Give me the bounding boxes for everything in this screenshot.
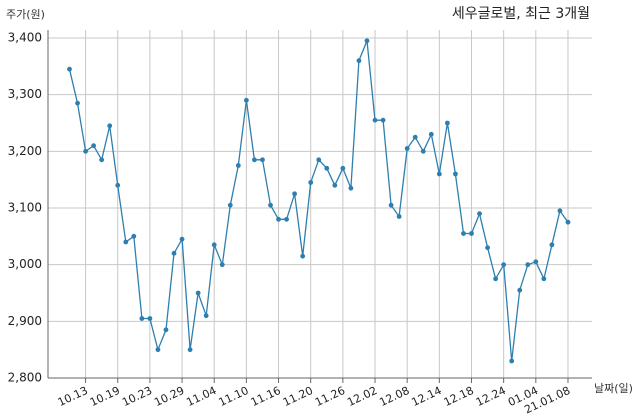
- data-point: [501, 262, 507, 268]
- data-point: [356, 58, 362, 64]
- chart-title: 세우글로벌, 최근 3개월: [452, 6, 590, 22]
- data-point: [332, 182, 338, 188]
- data-point: [268, 202, 273, 208]
- data-point: [227, 202, 233, 208]
- y-tick-label: 3,000: [8, 257, 42, 271]
- y-tick-label: 2,800: [8, 371, 42, 385]
- x-tick-label: 12.14: [410, 384, 444, 409]
- data-point: [388, 202, 394, 208]
- data-point: [565, 219, 571, 225]
- data-point: [372, 117, 378, 123]
- data-point: [67, 66, 72, 72]
- data-point: [493, 276, 499, 282]
- data-point: [107, 123, 113, 129]
- data-point: [509, 358, 515, 364]
- x-tick-label: 11.26: [313, 384, 347, 409]
- x-tick-label: 10.19: [88, 384, 122, 409]
- x-tick-label: 10.23: [120, 384, 154, 409]
- data-point: [404, 146, 410, 151]
- data-point: [420, 148, 426, 154]
- y-tick-label: 2,900: [8, 314, 42, 328]
- data-point: [75, 100, 80, 106]
- data-point: [549, 242, 555, 248]
- data-point: [348, 185, 354, 191]
- data-point: [219, 262, 225, 268]
- data-point: [461, 231, 466, 236]
- data-point: [235, 163, 241, 168]
- data-point: [308, 180, 314, 185]
- data-point: [211, 242, 217, 248]
- series-line: [68, 40, 569, 362]
- data-point: [412, 134, 418, 140]
- data-point: [99, 157, 105, 163]
- data-point: [243, 97, 249, 103]
- data-point: [147, 316, 153, 321]
- x-tick-label: 11.10: [217, 384, 251, 409]
- data-point: [83, 148, 88, 154]
- data-point: [131, 233, 137, 239]
- x-tick-label: 12.24: [474, 384, 508, 409]
- x-tick-label: 11.16: [249, 384, 283, 409]
- data-point: [155, 347, 161, 353]
- data-point: [517, 287, 523, 293]
- data-point: [485, 245, 490, 251]
- data-point: [171, 250, 177, 256]
- data-point: [324, 165, 330, 171]
- x-tick-label: 10.13: [56, 384, 90, 409]
- grid-layer: [48, 30, 592, 378]
- data-point: [195, 290, 201, 296]
- data-point: [541, 276, 547, 282]
- data-point: [477, 211, 482, 217]
- x-tick-label: 11.20: [281, 384, 315, 409]
- data-point: [284, 216, 289, 222]
- series-layer: [67, 38, 571, 364]
- x-axis-label: 날짜(일): [594, 381, 633, 395]
- y-tick-label: 3,200: [8, 144, 42, 158]
- data-point: [115, 182, 121, 188]
- data-point: [203, 313, 209, 319]
- data-point: [525, 262, 531, 268]
- data-point: [428, 131, 434, 137]
- data-point: [179, 236, 185, 242]
- x-tick-label: 10.29: [152, 384, 186, 409]
- data-point: [380, 117, 386, 123]
- data-point: [444, 120, 450, 126]
- y-axis-label: 주가(원): [6, 8, 45, 21]
- data-point: [469, 231, 474, 236]
- axis-layer: 2,800 2,900 3,000 3,100 3,200 3,300 3,400 10.13…: [8, 30, 592, 416]
- data-point: [252, 157, 257, 163]
- data-point: [453, 171, 458, 177]
- x-tick-label: 12.02: [345, 384, 379, 409]
- data-point: [123, 239, 129, 245]
- data-point: [316, 157, 322, 163]
- data-point: [91, 143, 97, 149]
- x-tick-label: 11.04: [184, 384, 218, 409]
- data-point: [300, 253, 306, 259]
- y-tick-label: 3,100: [8, 201, 42, 215]
- x-tick-label: 12.08: [377, 384, 411, 409]
- y-tick-label: 3,300: [8, 87, 42, 101]
- data-point: [260, 157, 265, 163]
- data-point: [187, 347, 193, 353]
- data-point: [292, 191, 298, 197]
- data-point: [139, 316, 145, 321]
- data-point: [163, 327, 169, 333]
- y-tick-label: 3,400: [8, 31, 42, 45]
- data-point: [533, 259, 539, 265]
- data-point: [396, 214, 402, 219]
- data-point: [276, 216, 281, 222]
- data-point: [340, 165, 346, 171]
- x-tick-label: 12.18: [442, 384, 476, 409]
- data-point: [436, 171, 442, 177]
- data-point: [557, 208, 563, 214]
- data-point: [364, 38, 370, 44]
